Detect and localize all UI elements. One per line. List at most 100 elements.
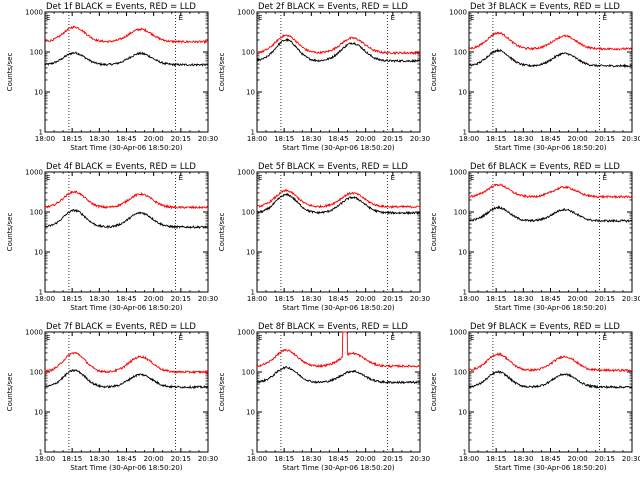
y-tick-label: 100 — [454, 49, 467, 57]
y-axis-label: Counts/sec — [218, 373, 226, 412]
y-tick-label: 100 — [30, 49, 43, 57]
series-lld-line — [44, 351, 209, 375]
x-tick-label: 18:15 — [486, 135, 506, 143]
x-tick-label: 20:15 — [171, 135, 191, 143]
x-tick-label: 20:30 — [622, 135, 640, 143]
series-lld-line — [256, 188, 421, 209]
x-tick-label: 18:00 — [35, 455, 55, 463]
panel-det-6: Det 6f BLACK = Events, RED = LLD 1 10 100 10… — [430, 162, 640, 312]
x-tick-label: 20:30 — [198, 295, 218, 303]
x-tick-label: 18:45 — [328, 455, 348, 463]
x-tick-label: 18:30 — [89, 135, 109, 143]
panel-title: Det 1f BLACK = Events, RED = LLD — [46, 2, 196, 12]
x-axis-label: Start Time (30-Apr-06 18:50:20) — [494, 304, 606, 312]
event-marker: E — [46, 334, 50, 342]
y-axis-label: Counts/sec — [218, 213, 226, 252]
x-tick-label: 18:45 — [328, 295, 348, 303]
series-events-line — [469, 47, 633, 69]
series-events-line — [256, 365, 421, 385]
y-tick-label: 10 — [34, 249, 43, 257]
x-tick-label: 18:30 — [301, 135, 321, 143]
y-tick-label: 1000 — [449, 9, 467, 17]
event-marker: E — [46, 174, 50, 182]
series-events-line — [468, 205, 633, 223]
y-tick-label: 10 — [34, 89, 43, 97]
series-lld-line — [468, 31, 633, 52]
x-tick-label: 18:15 — [486, 455, 506, 463]
y-tick-label: 100 — [242, 369, 255, 377]
event-marker: E — [603, 334, 607, 342]
panel-det-9: Det 9f BLACK = Events, RED = LLD 1 10 100 10… — [430, 322, 640, 472]
series-lld-line — [256, 33, 421, 56]
x-tick-label: 18:00 — [459, 455, 479, 463]
x-tick-label: 18:30 — [513, 295, 533, 303]
y-axis-label: Counts/sec — [6, 213, 14, 252]
x-tick-label: 20:00 — [568, 455, 588, 463]
y-tick-label: 1000 — [449, 169, 467, 177]
y-tick-label: 1 — [463, 289, 467, 297]
series-lld-line — [256, 331, 421, 369]
event-marker: E — [391, 174, 395, 182]
x-tick-label: 18:15 — [274, 295, 294, 303]
x-axis-label: Start Time (30-Apr-06 18:50:20) — [282, 144, 394, 152]
y-tick-label: 1 — [39, 289, 43, 297]
x-tick-label: 20:15 — [595, 455, 615, 463]
x-tick-label: 18:45 — [116, 135, 136, 143]
y-tick-label: 1 — [463, 449, 467, 457]
x-tick-label: 18:00 — [247, 455, 267, 463]
event-marker: E — [603, 174, 607, 182]
x-tick-label: 20:00 — [144, 295, 164, 303]
panel-title: Det 9f BLACK = Events, RED = LLD — [470, 322, 620, 332]
y-tick-label: 10 — [458, 409, 467, 417]
x-tick-label: 20:15 — [383, 135, 403, 143]
x-tick-label: 18:30 — [301, 455, 321, 463]
x-tick-label: 20:30 — [622, 295, 640, 303]
y-tick-label: 1000 — [25, 9, 43, 17]
x-tick-label: 18:15 — [486, 295, 506, 303]
panel-det-5: Det 5f BLACK = Events, RED = LLD 1 10 100 10… — [218, 162, 430, 312]
y-axis-label: Counts/sec — [6, 53, 14, 92]
y-tick-label: 100 — [30, 369, 43, 377]
y-tick-label: 1000 — [237, 329, 255, 337]
x-tick-label: 18:00 — [459, 135, 479, 143]
x-axis-label: Start Time (30-Apr-06 18:50:20) — [70, 304, 182, 312]
x-tick-label: 18:30 — [513, 455, 533, 463]
y-axis-label: Counts/sec — [430, 373, 438, 412]
panel-det-3: Det 3f BLACK = Events, RED = LLD 1 10 100 10… — [430, 2, 640, 152]
y-tick-label: 1000 — [25, 329, 43, 337]
x-tick-label: 18:30 — [89, 295, 109, 303]
y-axis-label: Counts/sec — [430, 213, 438, 252]
y-tick-label: 10 — [246, 409, 255, 417]
y-tick-label: 1 — [463, 129, 467, 137]
event-marker: E — [470, 174, 474, 182]
event-marker: E — [179, 334, 183, 342]
x-tick-label: 20:30 — [198, 135, 218, 143]
panel-title: Det 4f BLACK = Events, RED = LLD — [46, 162, 196, 172]
x-tick-label: 18:30 — [513, 135, 533, 143]
x-tick-label: 20:15 — [383, 455, 403, 463]
panel-title: Det 6f BLACK = Events, RED = LLD — [470, 162, 620, 172]
event-marker: E — [46, 14, 50, 22]
x-tick-label: 20:30 — [622, 455, 640, 463]
y-tick-label: 10 — [246, 89, 255, 97]
x-tick-label: 18:00 — [35, 295, 55, 303]
x-axis-label: Start Time (30-Apr-06 18:50:20) — [494, 464, 606, 472]
event-marker: E — [179, 14, 183, 22]
x-tick-label: 18:00 — [247, 295, 267, 303]
x-tick-label: 18:45 — [116, 295, 136, 303]
y-tick-label: 100 — [454, 209, 467, 217]
x-tick-label: 18:15 — [274, 135, 294, 143]
panel-title: Det 3f BLACK = Events, RED = LLD — [470, 2, 620, 12]
x-tick-label: 20:00 — [356, 135, 376, 143]
x-tick-label: 18:15 — [62, 295, 82, 303]
y-tick-label: 1000 — [237, 169, 255, 177]
panel-title: Det 2f BLACK = Events, RED = LLD — [258, 2, 408, 12]
panel-title: Det 5f BLACK = Events, RED = LLD — [258, 162, 408, 172]
series-lld-line — [468, 183, 633, 200]
x-tick-label: 20:15 — [595, 135, 615, 143]
y-tick-label: 1000 — [25, 169, 43, 177]
x-tick-label: 18:45 — [540, 455, 560, 463]
event-marker: E — [258, 334, 262, 342]
x-tick-label: 18:00 — [247, 135, 267, 143]
x-axis-label: Start Time (30-Apr-06 18:50:20) — [282, 464, 394, 472]
